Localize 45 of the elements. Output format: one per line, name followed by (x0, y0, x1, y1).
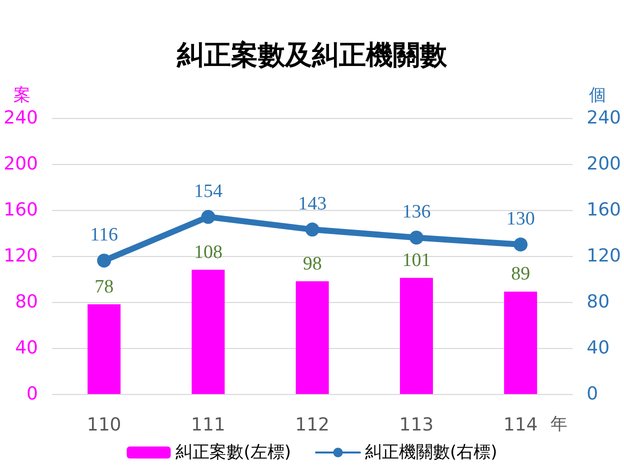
y-tick-label: 200 (4, 154, 38, 174)
y-tick-label: 240 (4, 108, 38, 128)
y-tick-label: 120 (4, 246, 38, 266)
y2-tick-label: 160 (586, 200, 622, 220)
data-label: 98 (302, 253, 322, 274)
point (201, 210, 216, 224)
point (409, 230, 424, 245)
bar (400, 278, 433, 394)
x-tick-label: 111 (191, 414, 226, 436)
data-label: 136 (402, 202, 431, 223)
point (305, 222, 320, 237)
data-label: 130 (506, 208, 535, 230)
y-axis-title: 案 (14, 86, 30, 106)
chart-title: 糾正案數及糾正機關數 (176, 40, 448, 71)
point (514, 238, 528, 252)
x-tick-label: 112 (295, 414, 330, 436)
data-label: 101 (402, 250, 431, 271)
bar (504, 292, 538, 394)
bar (296, 281, 329, 394)
legend-label: 糾正案數(左標) (176, 442, 291, 462)
x-tick-label: 110 (86, 414, 122, 436)
data-label: 143 (298, 194, 327, 215)
point (97, 254, 112, 268)
data-label: 89 (511, 264, 530, 285)
y2-tick-label: 240 (586, 108, 622, 128)
data-label: 154 (194, 180, 223, 202)
y-tick-label: 160 (4, 200, 38, 220)
x-tick-label: 114 (503, 414, 538, 436)
y-tick-label: 0 (26, 384, 38, 404)
y2-tick-label: 0 (586, 384, 598, 404)
x-axis-title: 年 (550, 414, 568, 434)
y2-tick-label: 120 (586, 246, 622, 266)
y2-tick-label: 40 (586, 338, 610, 358)
legend-label: 糾正機關數(右標) (365, 442, 498, 462)
y2-tick-label: 200 (586, 154, 622, 174)
y-tick-label: 40 (15, 338, 38, 358)
x-tick-label: 113 (399, 414, 434, 436)
y-tick-label: 80 (15, 292, 38, 312)
data-label: 108 (194, 242, 222, 263)
y2-axis-title: 個 (589, 86, 606, 106)
bar (192, 270, 225, 394)
data-label: 78 (94, 276, 114, 298)
bar (88, 304, 121, 394)
data-label: 116 (90, 224, 118, 246)
y2-tick-label: 80 (586, 292, 610, 312)
